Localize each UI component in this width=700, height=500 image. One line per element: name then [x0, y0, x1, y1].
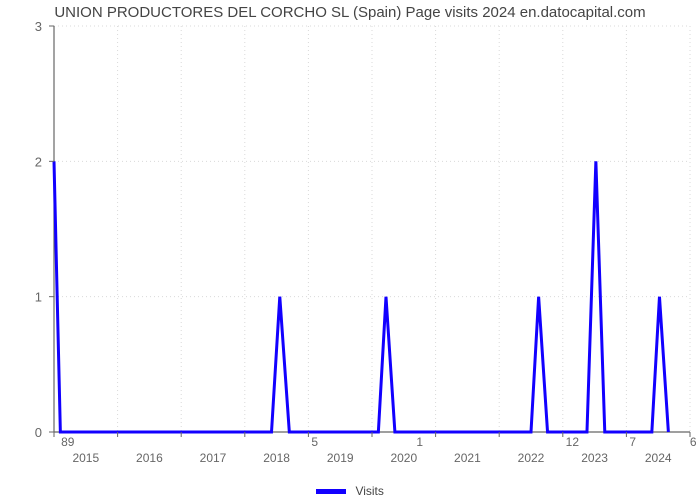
svg-text:2016: 2016 [136, 451, 163, 465]
svg-text:89: 89 [61, 435, 75, 449]
svg-text:6: 6 [690, 435, 697, 449]
svg-text:3: 3 [35, 19, 42, 34]
svg-text:2022: 2022 [518, 451, 545, 465]
svg-text:2024: 2024 [645, 451, 672, 465]
legend-swatch [316, 489, 346, 494]
svg-text:2015: 2015 [72, 451, 99, 465]
svg-text:2019: 2019 [327, 451, 354, 465]
svg-text:2018: 2018 [263, 451, 290, 465]
chart-container: UNION PRODUCTORES DEL CORCHO SL (Spain) … [0, 0, 700, 500]
svg-text:2017: 2017 [200, 451, 227, 465]
svg-text:7: 7 [629, 435, 636, 449]
legend: Visits [0, 484, 700, 498]
svg-text:2: 2 [35, 154, 42, 169]
svg-text:2023: 2023 [581, 451, 608, 465]
svg-text:1: 1 [416, 435, 423, 449]
chart-svg: 0123201520162017201820192020202120222023… [0, 0, 700, 500]
legend-label: Visits [355, 484, 383, 498]
svg-text:0: 0 [35, 425, 42, 440]
svg-text:12: 12 [566, 435, 580, 449]
svg-text:1: 1 [35, 290, 42, 305]
svg-text:2021: 2021 [454, 451, 481, 465]
svg-text:5: 5 [311, 435, 318, 449]
svg-text:2020: 2020 [390, 451, 417, 465]
